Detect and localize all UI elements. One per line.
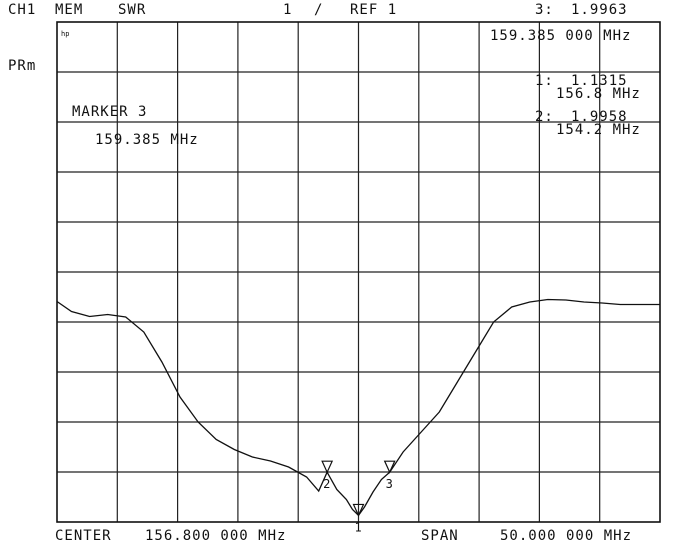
format-label: SWR [118,2,147,18]
reference-label: REF 1 [350,2,398,18]
plot-frame [56,21,661,523]
marker-box-title: MARKER 3 [72,104,148,120]
marker-1-value: 1.1315 [571,73,628,89]
span-value: 50.000 000 MHz [500,528,633,544]
channel-label: CH1 [8,2,37,18]
scale-label: 1 [283,2,293,18]
swr-trace [56,298,660,517]
active-marker-value: 1.9963 [571,2,628,18]
marker-2-number: 2 [323,477,330,491]
marker-2-triangle [321,460,334,474]
marker-1-number: 1 [355,520,362,534]
memory-label: MEM [55,2,84,18]
span-label: SPAN [421,528,459,544]
active-marker-label: 3: [535,2,554,18]
active-marker-frequency: 159.385 000 MHz [490,28,632,44]
marker-2-value: 1.9958 [571,109,628,125]
hp-logo: hp [61,30,70,38]
side-label: PRm [8,58,37,74]
marker-3-triangle [383,460,396,474]
marker-2-frequency: 154.2 MHz [556,122,641,138]
center-label: CENTER [55,528,112,544]
marker-3-number: 3 [386,477,393,491]
center-value: 156.800 000 MHz [145,528,287,544]
marker-1-frequency: 156.8 MHz [556,86,641,102]
marker-1-label: 1: [535,73,554,89]
marker-2-label: 2: [535,109,554,125]
marker-1-triangle [352,503,365,517]
marker-box-frequency: 159.385 MHz [95,132,199,148]
scale-separator: / [314,2,324,18]
